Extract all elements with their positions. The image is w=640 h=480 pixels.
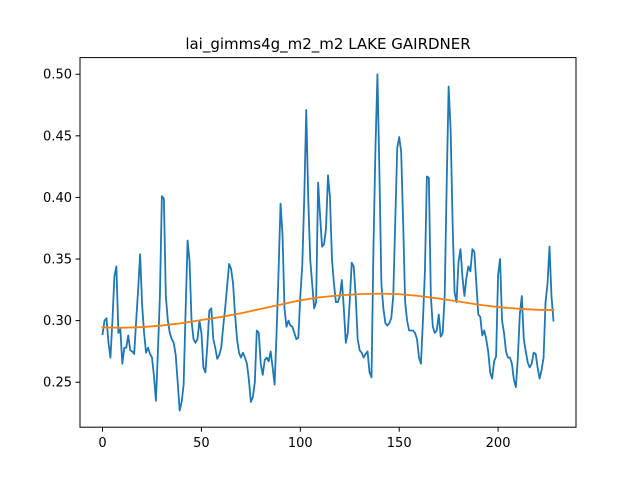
x-axis: 0 50 100 150 200 — [98, 427, 510, 451]
x-tick-label: 150 — [387, 436, 412, 451]
y-tick-label: 0.30 — [43, 314, 72, 329]
x-tick-label: 0 — [98, 436, 106, 451]
x-tick-label: 50 — [193, 436, 210, 451]
chart-title: lai_gimms4g_m2_m2 LAKE GAIRDNER — [185, 35, 470, 54]
series-layer — [101, 73, 555, 412]
series-line-0 — [101, 73, 555, 412]
plot-frame — [79, 57, 577, 428]
y-tick-label: 0.45 — [43, 129, 72, 144]
y-axis: 0.25 0.30 0.35 0.40 0.45 0.50 — [43, 68, 80, 391]
y-tick-label: 0.50 — [43, 68, 72, 83]
y-tick-label: 0.25 — [43, 376, 72, 391]
series-line-1 — [101, 292, 555, 329]
y-tick-label: 0.35 — [43, 253, 72, 268]
y-tick-label: 0.40 — [43, 191, 72, 206]
x-tick-label: 200 — [486, 436, 511, 451]
x-tick-label: 100 — [288, 436, 313, 451]
